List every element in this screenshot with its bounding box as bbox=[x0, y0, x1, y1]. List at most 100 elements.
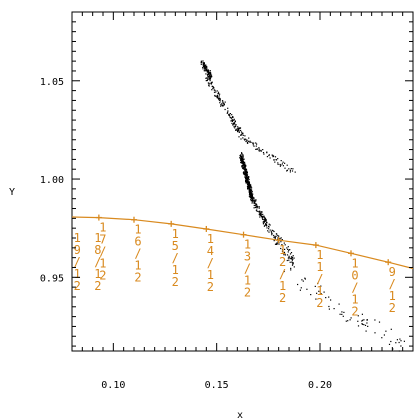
data-point bbox=[233, 123, 235, 125]
marker-label-char: / bbox=[94, 255, 101, 269]
data-point bbox=[341, 311, 343, 313]
data-point bbox=[289, 257, 291, 259]
data-point bbox=[231, 119, 233, 122]
data-point bbox=[229, 116, 231, 119]
data-point bbox=[268, 223, 270, 225]
data-point bbox=[229, 115, 231, 117]
data-point bbox=[242, 154, 244, 156]
data-point bbox=[284, 252, 286, 255]
data-point bbox=[314, 285, 316, 287]
data-point bbox=[209, 80, 211, 82]
data-point bbox=[270, 231, 272, 233]
marker-label-char: / bbox=[351, 280, 358, 294]
data-point bbox=[289, 253, 292, 255]
marker-label-char: 9 bbox=[389, 265, 396, 279]
data-point bbox=[243, 158, 245, 160]
data-point bbox=[251, 197, 253, 199]
data-point bbox=[203, 64, 205, 66]
data-point bbox=[229, 113, 231, 115]
data-point bbox=[219, 102, 221, 104]
data-point bbox=[200, 60, 203, 62]
data-point bbox=[250, 200, 253, 202]
data-point bbox=[206, 71, 209, 73]
data-point bbox=[264, 224, 266, 227]
data-point bbox=[280, 247, 282, 250]
data-point bbox=[246, 170, 248, 172]
data-point bbox=[246, 171, 248, 173]
data-point bbox=[265, 223, 267, 225]
data-point bbox=[363, 324, 365, 326]
data-point bbox=[241, 134, 243, 136]
data-point bbox=[274, 156, 277, 158]
data-point bbox=[330, 299, 332, 301]
marker-label-char: 1 bbox=[351, 292, 358, 306]
data-point bbox=[249, 192, 251, 194]
data-point bbox=[338, 303, 340, 305]
data-point bbox=[304, 277, 306, 279]
data-point bbox=[232, 116, 234, 118]
marker-label-char: 2 bbox=[172, 275, 179, 289]
data-point bbox=[320, 293, 322, 295]
data-point bbox=[238, 130, 240, 132]
data-point bbox=[261, 217, 263, 219]
data-point bbox=[246, 140, 248, 142]
data-point bbox=[261, 211, 263, 213]
data-point bbox=[345, 320, 347, 322]
data-point bbox=[249, 188, 251, 190]
data-point bbox=[245, 173, 247, 175]
data-point bbox=[244, 168, 246, 171]
data-point bbox=[265, 221, 268, 224]
data-point bbox=[259, 210, 261, 212]
curve-series: 17/1216/1215/1214/1213/1212/1211/1210/12… bbox=[71, 214, 414, 318]
data-point bbox=[248, 183, 250, 185]
scatter-points bbox=[200, 60, 405, 352]
data-point bbox=[237, 127, 239, 129]
data-point bbox=[234, 121, 236, 123]
data-point bbox=[202, 66, 204, 68]
data-point bbox=[242, 159, 244, 161]
data-point bbox=[254, 200, 256, 202]
marker-label-char: 3 bbox=[244, 250, 251, 264]
data-point bbox=[235, 129, 237, 131]
data-point bbox=[215, 95, 217, 97]
marker-label-char: 2 bbox=[207, 280, 214, 294]
data-point bbox=[208, 84, 210, 86]
data-point bbox=[266, 227, 268, 229]
data-point bbox=[252, 200, 254, 202]
data-point bbox=[245, 170, 247, 172]
data-point bbox=[250, 141, 252, 143]
data-point bbox=[244, 163, 246, 165]
data-point bbox=[246, 142, 249, 144]
data-point bbox=[263, 153, 265, 155]
data-point bbox=[203, 65, 205, 67]
data-point bbox=[231, 119, 233, 121]
data-point bbox=[236, 129, 238, 131]
data-point bbox=[214, 95, 216, 97]
data-point bbox=[265, 220, 267, 222]
data-point bbox=[242, 132, 244, 134]
marker-label-char: 6 bbox=[134, 235, 141, 249]
data-point bbox=[242, 166, 244, 168]
data-point bbox=[365, 330, 367, 332]
data-point bbox=[251, 192, 253, 194]
data-point bbox=[245, 178, 247, 180]
data-point bbox=[264, 219, 266, 221]
data-point bbox=[284, 244, 286, 246]
data-point bbox=[269, 229, 271, 231]
data-point bbox=[250, 193, 253, 195]
data-point bbox=[242, 137, 244, 139]
data-point bbox=[263, 217, 265, 219]
data-point bbox=[291, 261, 293, 264]
data-point bbox=[252, 193, 254, 195]
data-point bbox=[300, 287, 302, 289]
data-point bbox=[299, 289, 301, 291]
data-point bbox=[268, 155, 270, 157]
x-tick-label: 0.10 bbox=[101, 380, 125, 391]
marker-label-char: 2 bbox=[351, 304, 358, 318]
data-point bbox=[284, 254, 286, 256]
data-point bbox=[234, 122, 236, 124]
data-point bbox=[217, 93, 220, 95]
data-point bbox=[400, 345, 402, 347]
data-point bbox=[255, 203, 257, 205]
data-point bbox=[251, 189, 253, 191]
